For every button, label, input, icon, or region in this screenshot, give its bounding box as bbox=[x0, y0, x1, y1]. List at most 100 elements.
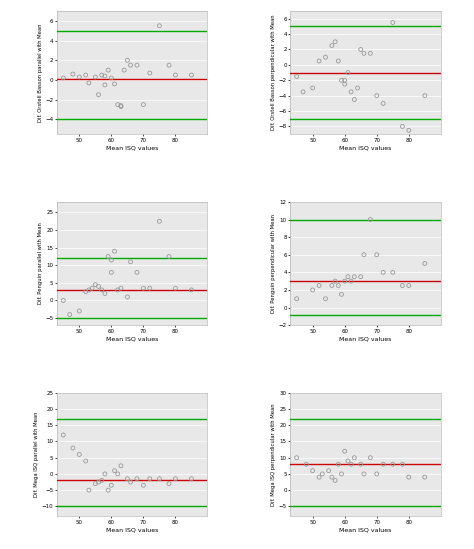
Point bbox=[155, 474, 163, 483]
Point bbox=[379, 268, 387, 277]
Point bbox=[357, 45, 365, 54]
Point bbox=[85, 285, 93, 294]
Point bbox=[127, 61, 134, 70]
Point bbox=[117, 101, 125, 110]
Point bbox=[389, 18, 397, 27]
Point bbox=[293, 294, 301, 303]
Point bbox=[172, 71, 179, 80]
Point bbox=[357, 460, 365, 469]
Point bbox=[108, 256, 115, 265]
Point bbox=[108, 74, 115, 82]
Point bbox=[69, 444, 77, 452]
Point bbox=[104, 486, 112, 495]
Point bbox=[101, 469, 109, 478]
Point bbox=[421, 473, 428, 481]
Point bbox=[389, 268, 397, 277]
Point bbox=[60, 296, 67, 305]
Point bbox=[328, 281, 336, 290]
Point bbox=[114, 100, 121, 109]
Point bbox=[379, 99, 387, 108]
X-axis label: Mean ISQ values: Mean ISQ values bbox=[339, 145, 392, 150]
Point bbox=[293, 453, 301, 462]
Point bbox=[399, 122, 406, 131]
Point bbox=[315, 57, 323, 65]
Point bbox=[344, 457, 352, 466]
Point bbox=[360, 469, 368, 478]
Point bbox=[344, 272, 352, 281]
Point bbox=[389, 460, 397, 469]
Point bbox=[322, 294, 329, 303]
X-axis label: Mean ISQ values: Mean ISQ values bbox=[339, 337, 392, 341]
Point bbox=[101, 71, 109, 80]
Point bbox=[108, 481, 115, 490]
Point bbox=[172, 284, 179, 293]
Point bbox=[315, 473, 323, 481]
Point bbox=[299, 87, 307, 96]
Point bbox=[146, 474, 154, 483]
Point bbox=[188, 285, 195, 294]
Point bbox=[405, 126, 412, 135]
Point bbox=[421, 259, 428, 268]
Point bbox=[344, 68, 352, 77]
Point bbox=[124, 293, 131, 301]
Point bbox=[337, 76, 345, 85]
Point bbox=[341, 80, 348, 88]
Point bbox=[335, 57, 342, 65]
Point bbox=[124, 56, 131, 65]
Point bbox=[124, 474, 131, 483]
Point bbox=[120, 66, 128, 75]
Point bbox=[85, 486, 93, 495]
Point bbox=[366, 215, 374, 224]
X-axis label: Mean ISQ values: Mean ISQ values bbox=[106, 337, 158, 341]
Point bbox=[351, 453, 358, 462]
Point bbox=[331, 476, 339, 485]
Point bbox=[91, 280, 99, 289]
X-axis label: Mean ISQ values: Mean ISQ values bbox=[339, 527, 392, 533]
Point bbox=[98, 285, 106, 294]
Point bbox=[172, 474, 179, 483]
Point bbox=[104, 252, 112, 261]
Point bbox=[82, 457, 90, 466]
Point bbox=[309, 466, 317, 475]
Point bbox=[341, 447, 348, 456]
Point bbox=[75, 72, 83, 81]
X-axis label: Mean ISQ values: Mean ISQ values bbox=[106, 145, 158, 150]
Point bbox=[139, 481, 147, 490]
Point bbox=[337, 290, 345, 299]
Point bbox=[117, 284, 125, 293]
Point bbox=[98, 71, 106, 80]
Point bbox=[331, 37, 339, 46]
Point bbox=[360, 250, 368, 259]
Point bbox=[341, 76, 348, 85]
Point bbox=[88, 284, 96, 293]
Point bbox=[114, 285, 121, 294]
Point bbox=[108, 268, 115, 277]
Point bbox=[421, 91, 428, 100]
Point bbox=[101, 289, 109, 298]
Point bbox=[165, 61, 173, 70]
Point bbox=[188, 474, 195, 483]
Point bbox=[188, 71, 195, 80]
Y-axis label: Dif. Mega ISQ perpendicular with Mean: Dif. Mega ISQ perpendicular with Mean bbox=[271, 403, 276, 506]
Point bbox=[319, 469, 326, 478]
Point bbox=[373, 469, 381, 478]
Point bbox=[347, 87, 355, 96]
Point bbox=[95, 478, 102, 486]
Point bbox=[114, 469, 121, 478]
Point bbox=[111, 247, 118, 256]
Y-axis label: Dif. Mega ISQ parallel with Mean: Dif. Mega ISQ parallel with Mean bbox=[34, 412, 39, 497]
Point bbox=[302, 460, 310, 469]
Point bbox=[373, 91, 381, 100]
Point bbox=[133, 61, 141, 70]
Point bbox=[95, 91, 102, 99]
Point bbox=[91, 479, 99, 488]
Point bbox=[165, 252, 173, 261]
Point bbox=[139, 284, 147, 293]
Y-axis label: Dif. Penguin perpendicular with Mean: Dif. Penguin perpendicular with Mean bbox=[271, 214, 276, 313]
Point bbox=[309, 285, 317, 294]
Point bbox=[328, 41, 336, 50]
Y-axis label: Dif. Penguin parallel with Mean: Dif. Penguin parallel with Mean bbox=[37, 222, 43, 305]
Point bbox=[309, 83, 317, 92]
Point bbox=[335, 281, 342, 290]
Point bbox=[146, 69, 154, 77]
